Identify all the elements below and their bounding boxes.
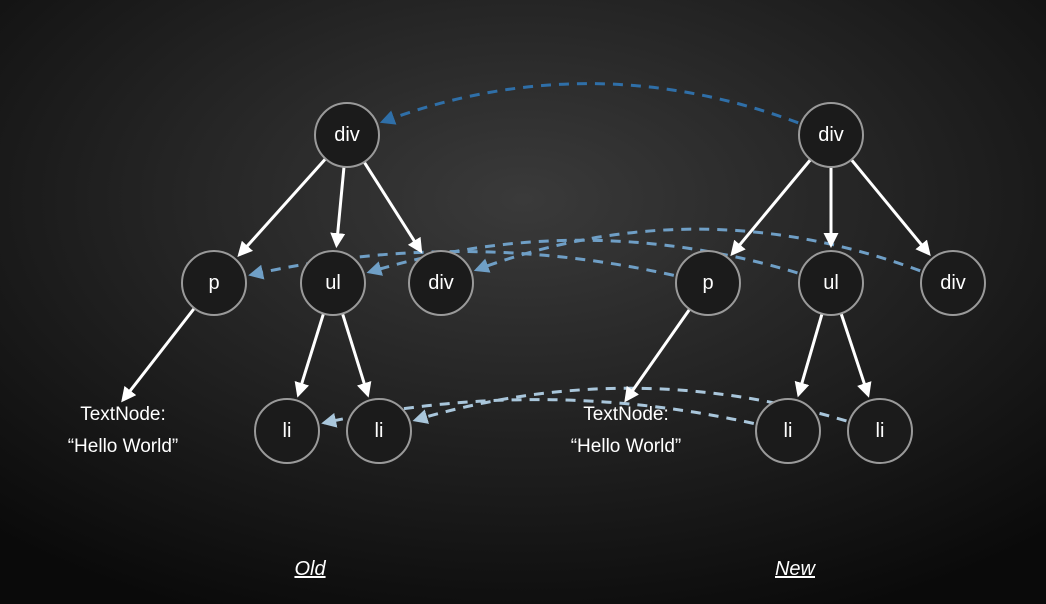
textnode-new-line1: TextNode: [583, 404, 669, 425]
background [0, 0, 1046, 604]
node-o_ul: ul [301, 251, 365, 315]
node-o_div: div [315, 103, 379, 167]
textnode-old-line1: TextNode: [80, 404, 166, 425]
node-n_div: div [799, 103, 863, 167]
caption-old: Old [294, 558, 326, 580]
node-n_p: p [676, 251, 740, 315]
caption-new: New [775, 558, 817, 580]
node-n_li1: li [756, 399, 820, 463]
node-label-o_div2: div [428, 272, 454, 294]
node-n_li2: li [848, 399, 912, 463]
node-label-n_ul: ul [823, 272, 839, 294]
node-label-n_p: p [702, 272, 713, 294]
node-label-n_div2: div [940, 272, 966, 294]
textnode-old-line2: “Hello World” [68, 436, 179, 457]
node-o_div2: div [409, 251, 473, 315]
node-n_ul: ul [799, 251, 863, 315]
node-o_li2: li [347, 399, 411, 463]
diagram-svg: div p ul div li li div p ul div li li Old New TextNod… [0, 0, 1046, 604]
node-label-o_ul: ul [325, 272, 341, 294]
node-label-o_li1: li [283, 420, 292, 442]
node-label-o_div: div [334, 124, 360, 146]
node-o_p: p [182, 251, 246, 315]
diagram-stage: div p ul div li li div p ul div li li Old New TextNod… [0, 0, 1046, 604]
node-label-o_li2: li [375, 420, 384, 442]
textnode-new-line2: “Hello World” [571, 436, 682, 457]
node-label-o_p: p [208, 272, 219, 294]
node-label-n_li1: li [784, 420, 793, 442]
node-n_div2: div [921, 251, 985, 315]
node-label-n_div: div [818, 124, 844, 146]
node-label-n_li2: li [876, 420, 885, 442]
node-o_li1: li [255, 399, 319, 463]
